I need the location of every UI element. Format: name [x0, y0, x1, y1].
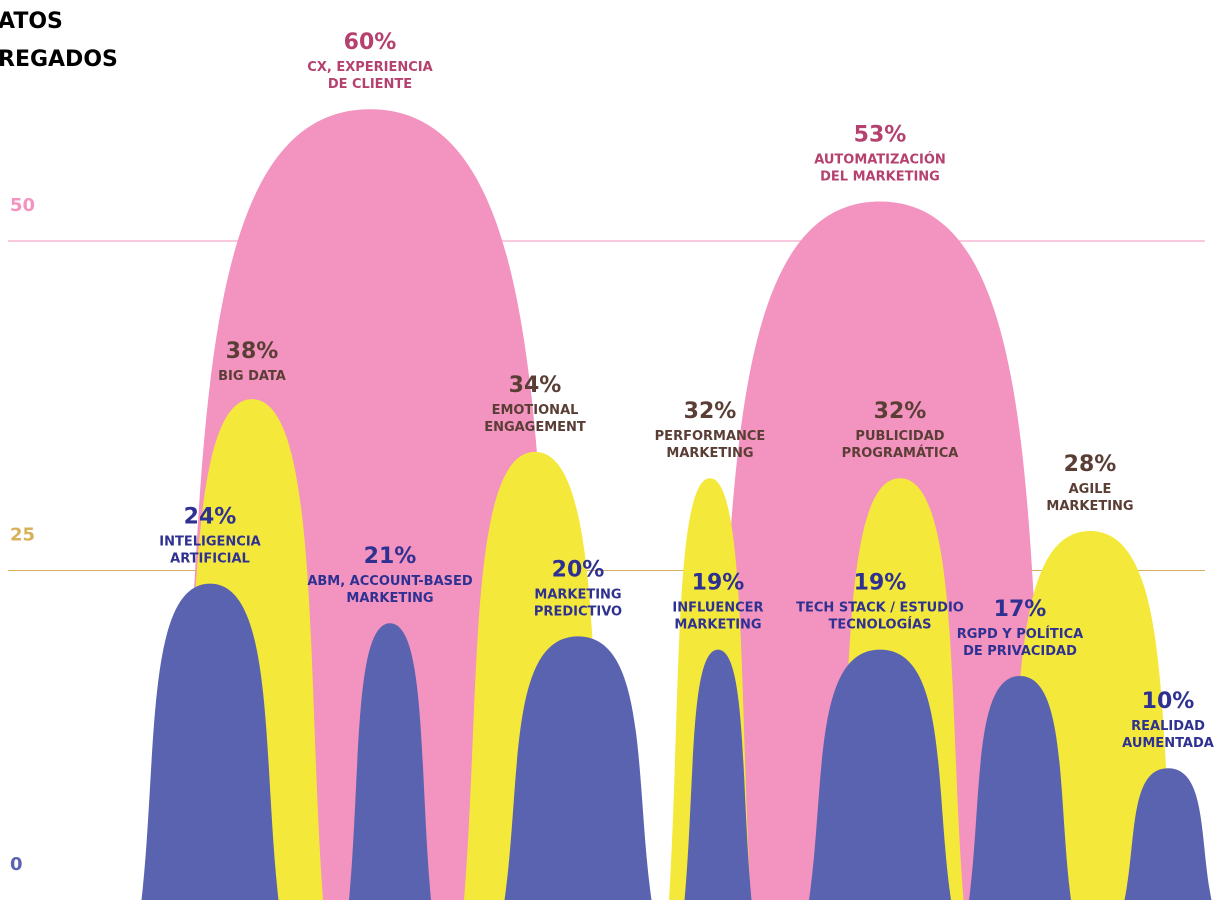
- category-label: PREDICTIVO: [534, 604, 622, 619]
- category-label: ABM, ACCOUNT-BASED: [307, 574, 473, 589]
- category-label: INFLUENCER: [672, 601, 763, 616]
- blob: [504, 636, 652, 900]
- blob: [969, 675, 1071, 900]
- category-label: PERFORMANCE: [655, 429, 766, 444]
- chart-title: ATOS: [0, 9, 63, 34]
- y-tick-label: 25: [10, 525, 35, 546]
- blob: [1124, 768, 1212, 900]
- category-label: PROGRAMÁTICA: [842, 445, 959, 461]
- category-label: BIG DATA: [218, 369, 286, 384]
- value-label: 28%: [1064, 452, 1117, 477]
- category-label: RGPD Y POLÍTICA: [957, 626, 1083, 642]
- category-label: INTELIGENCIA: [159, 535, 260, 550]
- value-label: 34%: [509, 373, 562, 398]
- category-label: MARKETING: [534, 587, 621, 602]
- category-label: REALIDAD: [1131, 719, 1205, 734]
- category-label: TECNOLOGÍAS: [828, 617, 931, 633]
- category-label: MARKETING: [666, 446, 753, 461]
- value-label: 24%: [184, 505, 237, 530]
- category-label: DE PRIVACIDAD: [963, 644, 1077, 659]
- value-label: 19%: [854, 571, 907, 596]
- value-label: 53%: [854, 122, 907, 147]
- category-label: DE CLIENTE: [328, 77, 412, 92]
- category-label: MARKETING: [674, 618, 761, 633]
- value-label: 21%: [364, 544, 417, 569]
- value-label: 10%: [1142, 689, 1195, 714]
- value-label: 38%: [226, 339, 279, 364]
- value-label: 32%: [684, 399, 737, 424]
- category-label: AGILE: [1069, 482, 1112, 497]
- value-label: 60%: [344, 30, 397, 55]
- blob: [684, 649, 752, 900]
- value-label: 19%: [692, 571, 745, 596]
- category-label: MARKETING: [346, 591, 433, 606]
- value-label: 32%: [874, 399, 927, 424]
- category-label: CX, EXPERIENCIA: [307, 60, 432, 75]
- value-label: 17%: [994, 597, 1047, 622]
- category-label: ARTIFICIAL: [170, 552, 250, 567]
- value-label: 20%: [552, 557, 605, 582]
- category-label: AUMENTADA: [1122, 736, 1214, 751]
- category-label: ENGAGEMENT: [484, 420, 586, 435]
- category-label: DEL MARKETING: [820, 169, 940, 184]
- category-label: MARKETING: [1046, 499, 1133, 514]
- blob: [809, 649, 951, 900]
- category-label: PUBLICIDAD: [855, 429, 944, 444]
- category-label: AUTOMATIZACIÓN: [814, 151, 946, 167]
- category-label: EMOTIONAL: [492, 403, 579, 418]
- y-tick-label: 0: [10, 854, 23, 875]
- blob: [349, 623, 431, 900]
- category-label: TECH STACK / ESTUDIO: [796, 601, 964, 616]
- y-tick-label: 50: [10, 195, 35, 216]
- blob: [141, 583, 279, 900]
- chart-title: REGADOS: [0, 47, 118, 72]
